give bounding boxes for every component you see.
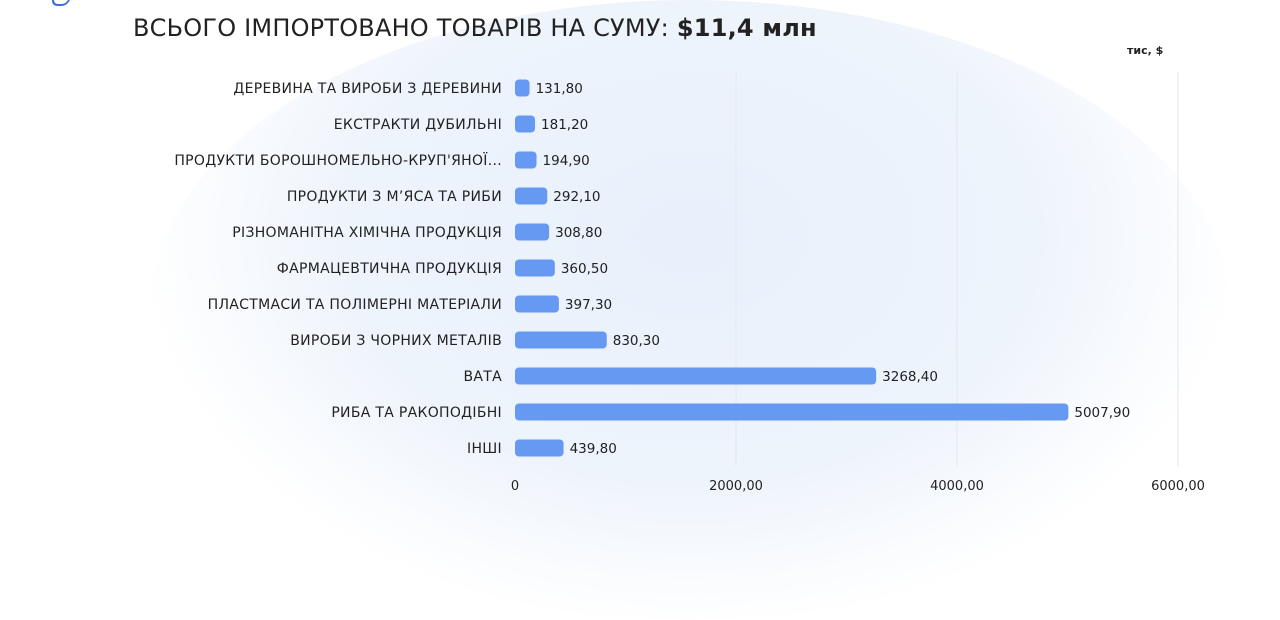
data-label: 360,50 bbox=[561, 261, 608, 277]
category-label: ВИРОБИ З ЧОРНИХ МЕТАЛІВ bbox=[290, 333, 502, 349]
x-tick-label: 4000,00 bbox=[930, 479, 984, 494]
import-bar-chart: 0 2000,00 4000,00 6000,00 ДЕРЕВИНА ТА ВИРОБИ… bbox=[174, 72, 1205, 494]
bar bbox=[515, 151, 537, 169]
data-label: 308,80 bbox=[555, 225, 602, 241]
data-label: 397,30 bbox=[565, 297, 612, 313]
category-label: ПЛАСТМАСИ ТА ПОЛІМЕРНІ МАТЕРІАЛИ bbox=[208, 297, 502, 313]
title-total-value: $11,4 млн bbox=[676, 14, 817, 42]
page-title: ВСЬОГО ІМПОРТОВАНО ТОВАРІВ НА СУМУ: $11,4… bbox=[133, 14, 817, 42]
x-tick-label: 6000,00 bbox=[1151, 479, 1205, 494]
data-label: 181,20 bbox=[541, 117, 588, 133]
category-label: ПРОДУКТИ БОРОШНОМЕЛЬНО-КРУП'ЯНОЇ... bbox=[174, 151, 502, 169]
category-label: РИБА ТА РАКОПОДІБНІ bbox=[331, 405, 502, 421]
x-tick-label: 2000,00 bbox=[709, 479, 763, 494]
bar bbox=[515, 295, 559, 313]
category-label: ЕКСТРАКТИ ДУБИЛЬНІ bbox=[334, 117, 502, 133]
bar bbox=[515, 79, 530, 97]
x-tick-label: 0 bbox=[511, 479, 519, 494]
bar bbox=[515, 403, 1069, 421]
bar bbox=[515, 439, 564, 457]
data-label: 292,10 bbox=[553, 189, 600, 205]
category-label: ДЕРЕВИНА ТА ВИРОБИ З ДЕРЕВИНИ bbox=[233, 81, 502, 97]
category-label: ПРОДУКТИ З М’ЯСА ТА РИБИ bbox=[287, 189, 502, 205]
bar bbox=[515, 115, 536, 133]
title-label: ВСЬОГО ІМПОРТОВАНО ТОВАРІВ НА СУМУ: bbox=[133, 14, 669, 42]
bar bbox=[515, 187, 548, 205]
category-label: ФАРМАЦЕВТИЧНА ПРОДУКЦІЯ bbox=[277, 261, 502, 277]
data-label: 439,80 bbox=[570, 441, 617, 457]
data-label: 830,30 bbox=[613, 333, 660, 349]
data-label: 5007,90 bbox=[1074, 405, 1130, 421]
category-label: ІНШІ bbox=[467, 441, 502, 457]
bar bbox=[515, 367, 877, 385]
data-label: 194,90 bbox=[543, 153, 590, 169]
bar bbox=[515, 259, 555, 277]
bar bbox=[515, 223, 550, 241]
category-label: РІЗНОМАНІТНА ХІМІЧНА ПРОДУКЦІЯ bbox=[232, 225, 502, 241]
data-label: 3268,40 bbox=[882, 369, 938, 385]
bar bbox=[515, 331, 607, 349]
data-label: 131,80 bbox=[536, 81, 583, 97]
category-label: ВАТА bbox=[463, 369, 502, 385]
unit-label: тис, $ bbox=[1127, 44, 1164, 57]
